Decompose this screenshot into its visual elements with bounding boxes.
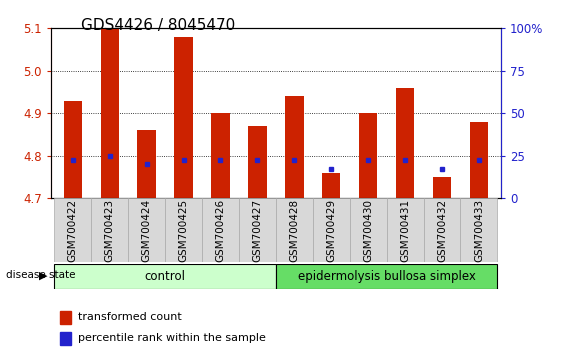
FancyBboxPatch shape bbox=[55, 198, 91, 262]
Bar bbox=[60, 332, 71, 345]
Text: GSM700425: GSM700425 bbox=[178, 199, 189, 262]
FancyBboxPatch shape bbox=[461, 198, 497, 262]
Text: GSM700428: GSM700428 bbox=[289, 199, 300, 262]
FancyBboxPatch shape bbox=[387, 198, 423, 262]
Text: GSM700432: GSM700432 bbox=[437, 199, 447, 262]
Bar bbox=[322, 173, 341, 198]
Text: GSM700424: GSM700424 bbox=[142, 199, 151, 262]
Bar bbox=[359, 113, 377, 198]
Text: GSM700427: GSM700427 bbox=[252, 199, 262, 262]
Text: GSM700422: GSM700422 bbox=[68, 199, 78, 262]
Text: GDS4426 / 8045470: GDS4426 / 8045470 bbox=[81, 18, 235, 33]
Text: GSM700433: GSM700433 bbox=[474, 199, 484, 262]
Text: epidermolysis bullosa simplex: epidermolysis bullosa simplex bbox=[298, 270, 476, 282]
FancyBboxPatch shape bbox=[55, 264, 276, 289]
FancyBboxPatch shape bbox=[165, 198, 202, 262]
Text: percentile rank within the sample: percentile rank within the sample bbox=[78, 333, 266, 343]
FancyBboxPatch shape bbox=[276, 198, 313, 262]
FancyBboxPatch shape bbox=[239, 198, 276, 262]
Bar bbox=[60, 311, 71, 324]
Bar bbox=[248, 126, 267, 198]
FancyBboxPatch shape bbox=[128, 198, 165, 262]
Text: GSM700426: GSM700426 bbox=[216, 199, 226, 262]
Bar bbox=[101, 28, 119, 198]
Bar bbox=[211, 113, 230, 198]
FancyBboxPatch shape bbox=[423, 198, 461, 262]
FancyBboxPatch shape bbox=[350, 198, 387, 262]
Text: GSM700430: GSM700430 bbox=[363, 199, 373, 262]
Text: control: control bbox=[145, 270, 186, 282]
Bar bbox=[175, 37, 193, 198]
Bar bbox=[137, 130, 156, 198]
Bar bbox=[470, 122, 488, 198]
Text: GSM700423: GSM700423 bbox=[105, 199, 115, 262]
Bar bbox=[64, 101, 82, 198]
Bar bbox=[433, 177, 451, 198]
Bar bbox=[396, 88, 414, 198]
Text: GSM700429: GSM700429 bbox=[326, 199, 336, 262]
FancyBboxPatch shape bbox=[276, 264, 497, 289]
Text: GSM700431: GSM700431 bbox=[400, 199, 410, 262]
Text: disease state: disease state bbox=[6, 270, 75, 280]
FancyBboxPatch shape bbox=[91, 198, 128, 262]
Text: transformed count: transformed count bbox=[78, 312, 181, 322]
FancyBboxPatch shape bbox=[202, 198, 239, 262]
Text: ▶: ▶ bbox=[39, 270, 48, 280]
FancyBboxPatch shape bbox=[313, 198, 350, 262]
Bar bbox=[285, 96, 303, 198]
